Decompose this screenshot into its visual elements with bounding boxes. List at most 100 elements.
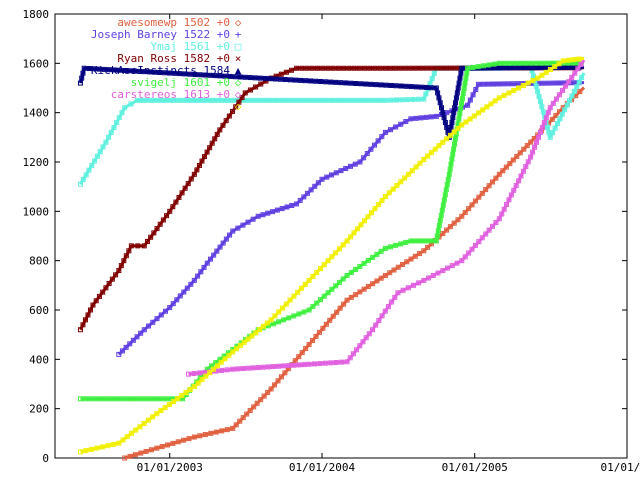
data-point <box>453 95 459 101</box>
data-point <box>180 396 186 402</box>
data-point <box>408 238 414 244</box>
data-point <box>390 186 396 192</box>
data-point <box>139 396 145 402</box>
data-point <box>382 129 388 135</box>
data-point <box>516 85 522 91</box>
data-point <box>298 285 304 291</box>
data-point <box>129 396 135 402</box>
plot-frame <box>54 13 628 459</box>
data-point <box>185 181 191 187</box>
data-point <box>577 89 583 95</box>
data-point <box>314 65 320 71</box>
data-point <box>423 91 429 97</box>
data-point <box>306 342 312 348</box>
data-point <box>306 277 312 283</box>
data-point <box>276 319 282 325</box>
data-point <box>553 112 559 118</box>
data-point <box>299 350 305 356</box>
data-point <box>461 85 467 91</box>
data-point <box>545 110 551 116</box>
data-point <box>77 449 83 455</box>
data-point <box>479 190 485 196</box>
data-point <box>460 91 466 97</box>
data-point <box>578 61 584 67</box>
data-point <box>562 107 568 113</box>
data-point <box>395 290 401 296</box>
data-point <box>560 58 566 64</box>
data-point <box>219 367 225 373</box>
data-point <box>162 308 168 314</box>
data-point <box>417 160 423 166</box>
data-point <box>450 115 456 121</box>
data-point <box>80 70 86 76</box>
data-point <box>122 455 128 461</box>
data-point <box>224 367 230 373</box>
data-point <box>306 307 312 313</box>
data-point <box>154 411 160 417</box>
data-point <box>518 173 524 179</box>
data-point <box>451 146 457 152</box>
data-point <box>146 323 152 329</box>
data-point <box>137 424 143 430</box>
y-tick-label: 1200 <box>23 156 50 169</box>
data-point <box>217 244 223 250</box>
data-point <box>154 226 160 232</box>
data-point <box>344 297 350 303</box>
data-point <box>347 97 353 103</box>
data-point <box>505 65 511 71</box>
data-point <box>436 223 442 229</box>
data-point <box>330 313 336 319</box>
data-point <box>534 139 540 145</box>
data-point <box>525 159 531 165</box>
data-point <box>232 74 238 80</box>
data-point <box>436 95 442 101</box>
data-point <box>508 192 514 198</box>
data-point <box>245 97 251 103</box>
data-point <box>388 65 394 71</box>
data-point <box>494 65 500 71</box>
data-point <box>199 377 205 383</box>
data-point <box>386 190 392 196</box>
data-point <box>230 366 236 372</box>
data-point <box>365 283 371 289</box>
data-point <box>442 192 448 198</box>
data-point <box>268 386 274 392</box>
data-point <box>202 432 208 438</box>
data-point <box>393 124 399 130</box>
data-point <box>127 453 133 459</box>
data-point <box>154 445 160 451</box>
data-point <box>533 83 539 89</box>
data-point <box>547 134 553 140</box>
data-point <box>501 92 507 98</box>
data-point <box>438 65 444 71</box>
data-point <box>177 293 183 299</box>
data-point <box>100 144 106 150</box>
data-point <box>449 120 455 126</box>
data-point <box>491 61 497 67</box>
y-tick-label: 200 <box>29 403 49 416</box>
data-point <box>440 110 446 116</box>
data-point <box>118 263 124 269</box>
data-point <box>181 437 187 443</box>
data-point <box>421 96 427 102</box>
data-point <box>270 364 276 370</box>
data-point <box>255 97 261 103</box>
data-point <box>204 260 210 266</box>
data-point <box>230 425 236 431</box>
data-point <box>133 427 139 433</box>
data-point <box>255 365 261 371</box>
data-point <box>452 141 458 147</box>
data-point <box>80 322 86 328</box>
data-point <box>201 264 207 270</box>
data-point <box>440 231 446 237</box>
data-point <box>198 269 204 275</box>
data-point <box>215 97 221 103</box>
data-point <box>452 136 458 142</box>
data-point <box>571 88 577 94</box>
data-point <box>446 171 452 177</box>
data-point <box>398 83 404 89</box>
data-point <box>132 68 138 74</box>
data-point <box>375 202 381 208</box>
data-point <box>490 223 496 229</box>
